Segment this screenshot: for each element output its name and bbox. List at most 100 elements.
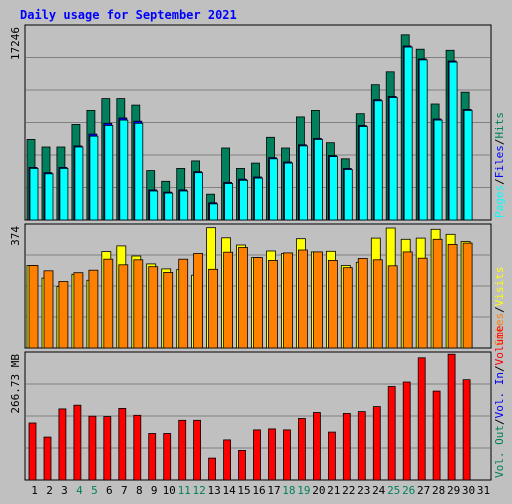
legend-files: Files [493, 145, 506, 178]
legend-: / [493, 178, 506, 185]
bar-volume-day-23 [357, 411, 366, 481]
legend-volout: Vol. Out [493, 425, 506, 478]
bar-volume-day-19 [297, 418, 306, 481]
bar-sites-day-29 [447, 243, 458, 349]
bar-volume-day-29 [447, 353, 456, 481]
legend-sites: Sites [493, 313, 506, 346]
bar-volume-day-22 [342, 412, 351, 481]
bar-pages-day-6 [104, 125, 114, 221]
bar-volume-day-20 [312, 412, 321, 481]
bar-sites-day-27 [417, 257, 428, 349]
bar-pages-day-12 [194, 172, 204, 221]
x-tick-label: 27 [417, 484, 430, 497]
legend-volin: Vol. In [493, 372, 506, 418]
bar-pages-day-17 [269, 158, 278, 221]
bar-volume-day-25 [387, 386, 396, 481]
bar-volume-day-7 [118, 407, 127, 481]
bar-pages-day-2 [44, 173, 54, 221]
bar-sites-day-5 [88, 269, 99, 349]
x-tick-label: 11 [178, 484, 191, 497]
x-tick-label: 16 [252, 484, 265, 497]
x-tick-label: 23 [357, 484, 370, 497]
legend-hits: Hits [493, 112, 506, 139]
bar-pages-day-20 [313, 138, 323, 221]
bar-volume-day-30 [462, 379, 471, 481]
right-legend: Vol. Out/Vol. In/Volume [493, 326, 506, 478]
bar-volume-day-1 [28, 422, 37, 481]
bar-pages-day-13 [209, 203, 219, 221]
bar-pages-day-29 [448, 61, 458, 221]
bar-sites-day-14 [223, 251, 234, 349]
x-tick-label: 19 [297, 484, 310, 497]
panel-visits-sites: 374 Sites/Visits [9, 223, 506, 349]
x-axis-labels: 1 2 3 4 5 6 7 8 9 10 11 12 13 14 15 16 17 18 19 20 21 22 23 24 2… [31, 484, 490, 497]
x-tick-label: 26 [402, 484, 415, 497]
bar-sites-day-24 [372, 259, 383, 349]
bar-pages-day-3 [59, 167, 69, 221]
bar-pages-day-23 [358, 126, 368, 221]
x-tick-label: 14 [222, 484, 236, 497]
bar-pages-day-26 [403, 46, 413, 221]
x-tick-label: 24 [372, 484, 386, 497]
bar-pages-day-14 [224, 183, 234, 221]
bar-volume-day-4 [73, 404, 82, 481]
bar-pages-day-4 [74, 146, 84, 221]
bar-pages-day-24 [373, 100, 383, 221]
legend-: / [493, 365, 506, 372]
bar-volume-day-8 [133, 414, 142, 481]
legend-pages: Pages [493, 185, 506, 218]
bar-pages-day-9 [149, 190, 159, 221]
x-tick-label: 3 [61, 484, 68, 497]
x-tick-label: 21 [327, 484, 340, 497]
bar-sites-day-10 [163, 271, 174, 349]
y-max-label: 17246 [9, 27, 22, 60]
legend-visits: Visits [493, 267, 506, 307]
bar-volume-day-24 [372, 406, 381, 481]
bar-sites-day-19 [297, 249, 308, 349]
bar-sites-day-30 [462, 242, 473, 349]
x-tick-label: 18 [282, 484, 295, 497]
bar-sites-day-22 [342, 267, 353, 349]
x-tick-label: 4 [76, 484, 83, 497]
bar-pages-day-30 [463, 110, 473, 221]
bar-sites-day-25 [387, 265, 398, 349]
bar-sites-day-13 [208, 268, 219, 349]
bar-volume-day-10 [163, 433, 172, 481]
bar-volume-day-6 [103, 416, 112, 481]
bar-volume-day-17 [268, 428, 276, 481]
bar-volume-day-18 [283, 429, 291, 481]
legend-: / [493, 418, 506, 425]
right-legend: Pages/Files/Hits [493, 112, 506, 218]
bar-pages-day-1 [29, 167, 39, 221]
bar-volume-day-27 [417, 357, 426, 481]
bar-volume-day-26 [402, 381, 411, 481]
x-tick-label: 12 [192, 484, 205, 497]
bar-sites-day-26 [402, 251, 413, 349]
bar-sites-day-12 [193, 253, 204, 349]
bar-sites-day-15 [238, 247, 248, 349]
x-tick-label: 29 [447, 484, 460, 497]
bar-pages-day-22 [343, 169, 353, 221]
bar-sites-day-1 [28, 265, 39, 349]
bar-pages-day-8 [134, 122, 144, 221]
bar-volume-day-2 [43, 436, 52, 481]
bar-pages-day-21 [328, 156, 338, 221]
bar-pages-day-16 [254, 177, 263, 221]
bar-volume-day-12 [193, 419, 202, 481]
x-tick-label: 8 [136, 484, 143, 497]
bar-volume-day-5 [88, 415, 97, 481]
x-tick-label: 25 [387, 484, 400, 497]
bar-pages-day-15 [239, 179, 248, 221]
x-tick-label: 30 [462, 484, 475, 497]
x-tick-label: 2 [46, 484, 53, 497]
bar-volume-day-21 [327, 431, 336, 481]
bar-sites-day-16 [253, 257, 263, 349]
bar-sites-day-11 [178, 258, 189, 349]
x-tick-label: 1 [31, 484, 38, 497]
legend-: / [493, 139, 506, 146]
legend-: / [493, 306, 506, 313]
x-tick-label: 10 [163, 484, 176, 497]
